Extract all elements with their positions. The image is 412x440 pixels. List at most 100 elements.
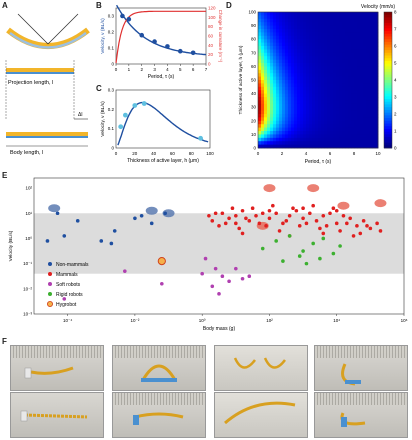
heatmap-cell — [366, 120, 370, 125]
heatmap-cell — [261, 35, 265, 40]
mammal-point — [334, 221, 339, 226]
velocity-point — [141, 101, 147, 106]
heatmap-cell — [276, 131, 280, 135]
heatmap-cell — [363, 144, 367, 149]
heatmap-cell — [372, 110, 376, 115]
heatmap-cell — [354, 100, 358, 105]
heatmap-cell — [264, 137, 268, 142]
mammal-point — [234, 213, 238, 218]
heatmap-cell — [345, 15, 349, 20]
heatmap-cell — [345, 56, 349, 60]
heatmap-cell — [348, 73, 352, 77]
heatmap-cell — [270, 86, 274, 91]
heatmap-cell — [306, 107, 310, 111]
heatmap-cell — [348, 141, 352, 145]
heatmap-cell — [309, 107, 313, 111]
heatmap-cell — [288, 52, 292, 57]
heatmap-cell — [303, 141, 307, 145]
heatmap-cell — [294, 39, 298, 43]
mammal-point — [264, 224, 268, 228]
heatmap-cell — [303, 97, 307, 101]
heatmap-cell — [291, 90, 295, 94]
heatmap-cell — [321, 80, 325, 84]
heatmap-cell — [267, 49, 271, 54]
heatmap-cell — [357, 83, 361, 88]
colorbar-title: Velocity (mm/s) — [361, 4, 396, 10]
heatmap-cell — [336, 144, 340, 149]
heatmap-cell — [258, 39, 262, 43]
x-tick-label: 4 — [305, 151, 308, 156]
heatmap-cell — [267, 103, 271, 108]
heatmap-cell — [345, 46, 349, 50]
plot-frame — [33, 177, 405, 315]
heatmap-cell — [312, 76, 316, 81]
heatmap-cell — [288, 15, 292, 20]
heatmap-cell — [285, 97, 289, 101]
heatmap-cell — [351, 93, 355, 98]
heatmap-cell — [324, 69, 328, 74]
heatmap-cell — [336, 46, 340, 50]
heatmap-cell — [315, 46, 319, 50]
heatmap-cell — [318, 25, 322, 30]
heatmap-cell — [372, 117, 376, 122]
heatmap-cell — [318, 110, 322, 115]
heatmap-cell — [267, 100, 271, 105]
heatmap-cell — [342, 114, 346, 118]
heatmap-cell — [264, 32, 268, 37]
heatmap-cell — [333, 76, 337, 81]
non-mammal-point — [109, 241, 114, 246]
velocity-point — [152, 39, 157, 44]
heatmap-cell — [261, 25, 265, 30]
heatmap-cell — [288, 49, 292, 54]
heatmap-cell — [330, 80, 334, 84]
heatmap-cell — [333, 131, 337, 135]
heatmap-cell — [312, 42, 316, 47]
velocity-point — [118, 124, 124, 130]
heatmap-cell — [366, 80, 370, 84]
heatmap-cell — [294, 15, 298, 20]
heatmap-cell — [315, 100, 319, 105]
heatmap-cell — [300, 63, 304, 67]
y-tick-label: 10⁰ — [25, 236, 32, 241]
heatmap-cell — [285, 35, 289, 40]
heatmap-cell — [324, 144, 328, 149]
animal-silhouette-icon — [162, 209, 175, 218]
heatmap-cell — [270, 93, 274, 98]
heatmap-cell — [333, 46, 337, 50]
heatmap-cell — [333, 63, 337, 67]
mammal-point — [341, 213, 346, 218]
heatmap-cell — [369, 90, 373, 94]
heatmap-cell — [300, 144, 304, 149]
heatmap-cell — [267, 15, 271, 20]
heatmap-cell — [360, 83, 364, 88]
heatmap-cell — [330, 29, 334, 33]
heatmap-cell — [318, 141, 322, 145]
heatmap-cell — [312, 120, 316, 125]
heatmap-cell — [336, 110, 340, 115]
heatmap-cell — [354, 59, 358, 64]
heatmap-cell — [282, 42, 286, 47]
heatmap-cell — [276, 114, 280, 118]
colorbar-segment — [384, 104, 392, 108]
heatmap-cell — [366, 100, 370, 105]
heatmap-cell — [318, 52, 322, 57]
x-tick-label: 10⁰ — [199, 318, 206, 323]
heatmap-cell — [267, 18, 271, 23]
velocity-point — [165, 44, 170, 49]
heatmap-cell — [300, 56, 304, 60]
heatmap-cell — [330, 66, 334, 71]
heatmap-cell — [315, 56, 319, 60]
heatmap-cell — [264, 103, 268, 108]
heatmap-cell — [288, 127, 292, 132]
heatmap-cell — [279, 90, 283, 94]
mammal-point — [297, 224, 302, 228]
heatmap-cell — [348, 52, 352, 57]
heatmap-cell — [321, 86, 325, 91]
heatmap-cell — [348, 12, 352, 16]
heatmap-cell — [351, 107, 355, 111]
heatmap-cell — [309, 49, 313, 54]
heatmap-cell — [330, 120, 334, 125]
heatmap-cell — [330, 117, 334, 122]
heatmap-cell — [357, 120, 361, 125]
heatmap-cell — [279, 141, 283, 145]
